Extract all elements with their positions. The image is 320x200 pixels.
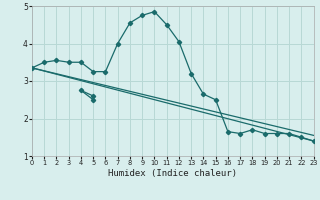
X-axis label: Humidex (Indice chaleur): Humidex (Indice chaleur) <box>108 169 237 178</box>
